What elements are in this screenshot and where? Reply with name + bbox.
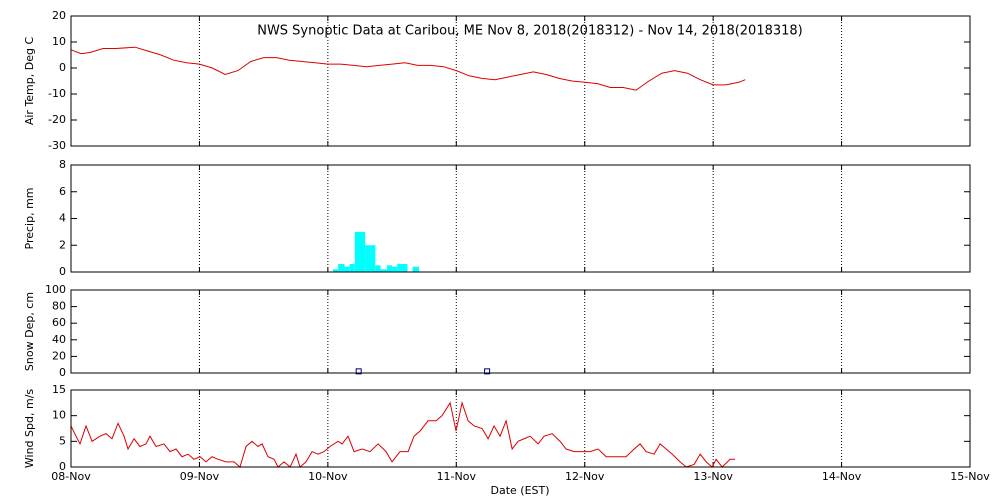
y-tick-label: 60 (52, 316, 66, 329)
y-tick-label: 15 (52, 383, 66, 396)
y-tick-label: 80 (52, 300, 66, 313)
y-tick-label: 10 (52, 35, 66, 48)
marker (484, 368, 491, 375)
y-tick-label: 0 (59, 366, 66, 379)
x-tick-label: 09-Nov (180, 470, 220, 483)
y-tick-label: 8 (59, 158, 66, 171)
data-line (70, 400, 736, 468)
bar (349, 263, 355, 272)
y-tick-label: 0 (59, 61, 66, 74)
x-tick-label: 14-Nov (822, 470, 862, 483)
plot-frame (70, 289, 971, 374)
x-tick-label: 15-Nov (950, 470, 990, 483)
bar (344, 266, 350, 272)
plot-frame (70, 15, 971, 147)
y-tick-label: 100 (45, 283, 66, 296)
bar (332, 269, 339, 272)
y-tick-label: 4 (59, 212, 66, 225)
y-tick-label: 0 (59, 460, 66, 473)
y-tick-label: -30 (48, 139, 66, 152)
plot-frame (70, 389, 971, 468)
y-tick-label: -20 (48, 113, 66, 126)
bar (392, 266, 398, 272)
y-axis-label: Wind Spd, m/s (23, 389, 36, 469)
x-axis-label: Date (EST) (490, 484, 549, 497)
bar (412, 266, 420, 272)
y-tick-label: 20 (52, 9, 66, 22)
y-axis-label: Snow Dep, cm (23, 292, 36, 371)
x-tick-label: 11-Nov (437, 470, 477, 483)
data-line (70, 46, 746, 91)
x-tick-label: 08-Nov (51, 470, 91, 483)
bar (375, 265, 381, 272)
y-tick-label: 2 (59, 238, 66, 251)
y-tick-label: 6 (59, 185, 66, 198)
y-axis-label: Precip, mm (23, 188, 36, 250)
y-tick-label: 0 (59, 265, 66, 278)
bar (386, 265, 393, 272)
y-tick-label: -10 (48, 87, 66, 100)
x-tick-label: 10-Nov (308, 470, 348, 483)
bar (365, 245, 376, 272)
bar (354, 231, 366, 272)
x-tick-label: 13-Nov (693, 470, 733, 483)
bar (380, 269, 387, 272)
bar (338, 263, 345, 272)
bar (397, 263, 408, 272)
y-tick-label: 10 (52, 409, 66, 422)
plot-frame (70, 164, 971, 273)
marker (355, 368, 362, 375)
y-tick-label: 5 (59, 434, 66, 447)
chart-title: NWS Synoptic Data at Caribou, ME Nov 8, … (257, 24, 803, 39)
y-axis-label: Air Temp, Deg C (23, 37, 36, 126)
x-tick-label: 12-Nov (565, 470, 605, 483)
y-tick-label: 20 (52, 349, 66, 362)
y-tick-label: 40 (52, 333, 66, 346)
